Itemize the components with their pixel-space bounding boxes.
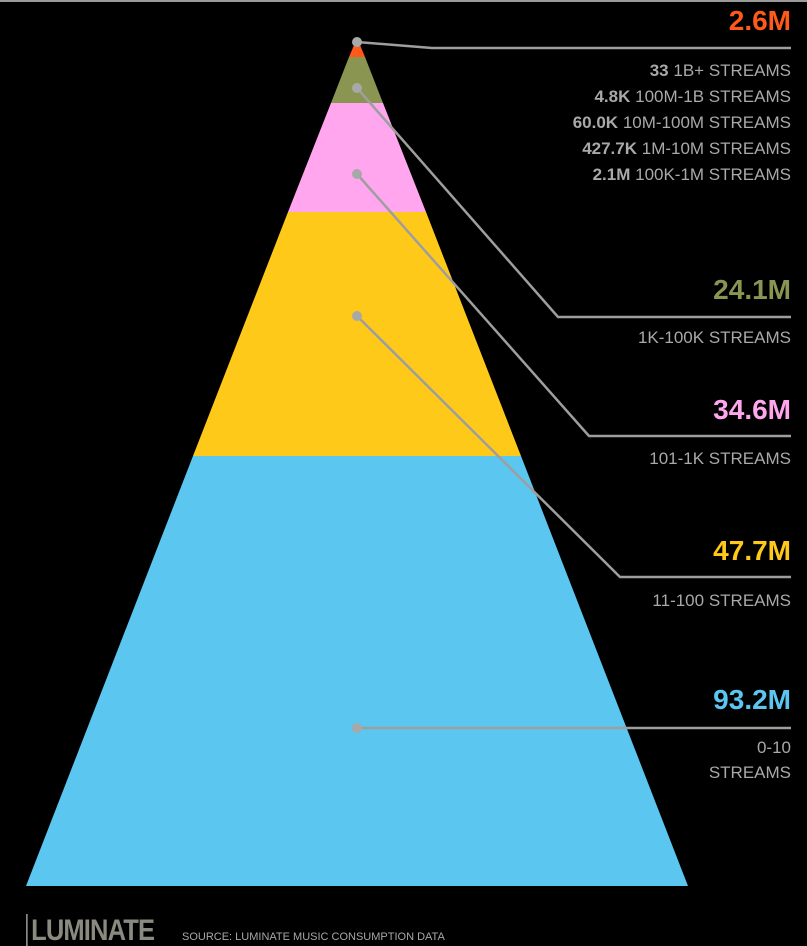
source-note: SOURCE: LUMINATE MUSIC CONSUMPTION DATA — [182, 931, 445, 943]
band-0-10 — [26, 456, 688, 886]
caption-11-100: 11-100 STREAMS — [652, 591, 791, 610]
value-101-1k: 34.6M — [713, 394, 791, 425]
band-101-1k — [288, 103, 426, 212]
list-item: 4.8K 100M-1B STREAMS — [594, 87, 791, 106]
luminate-logo: LUMINATE — [26, 914, 155, 946]
caption-0-10-line1: 0-10 — [756, 738, 791, 757]
caption-1k-100k: 1K-100K STREAMS — [637, 328, 791, 347]
band-11-100 — [193, 212, 521, 456]
list-item: 33 1B+ STREAMS — [649, 61, 791, 80]
list-item: 427.7K 1M-10M STREAMS — [582, 139, 791, 158]
caption-0-10-line2: STREAMS — [708, 763, 791, 782]
value-0-10: 93.2M — [713, 684, 791, 715]
value-1k-100k: 24.1M — [713, 274, 791, 305]
list-item: 2.1M 100K-1M STREAMS — [592, 165, 791, 184]
value-11-100: 47.7M — [713, 535, 791, 566]
leader-lines — [356, 40, 791, 730]
value-100k-plus: 2.6M — [728, 5, 791, 36]
band-1k-100k — [331, 57, 383, 103]
leader-dots — [352, 37, 362, 733]
top-breakdown-list: 33 1B+ STREAMS 4.8K 100M-1B STREAMS 60.0… — [573, 58, 791, 188]
caption-101-1k: 101-1K STREAMS — [649, 449, 791, 468]
list-item: 60.0K 10M-100M STREAMS — [572, 113, 791, 132]
band-100k-plus — [349, 38, 365, 57]
